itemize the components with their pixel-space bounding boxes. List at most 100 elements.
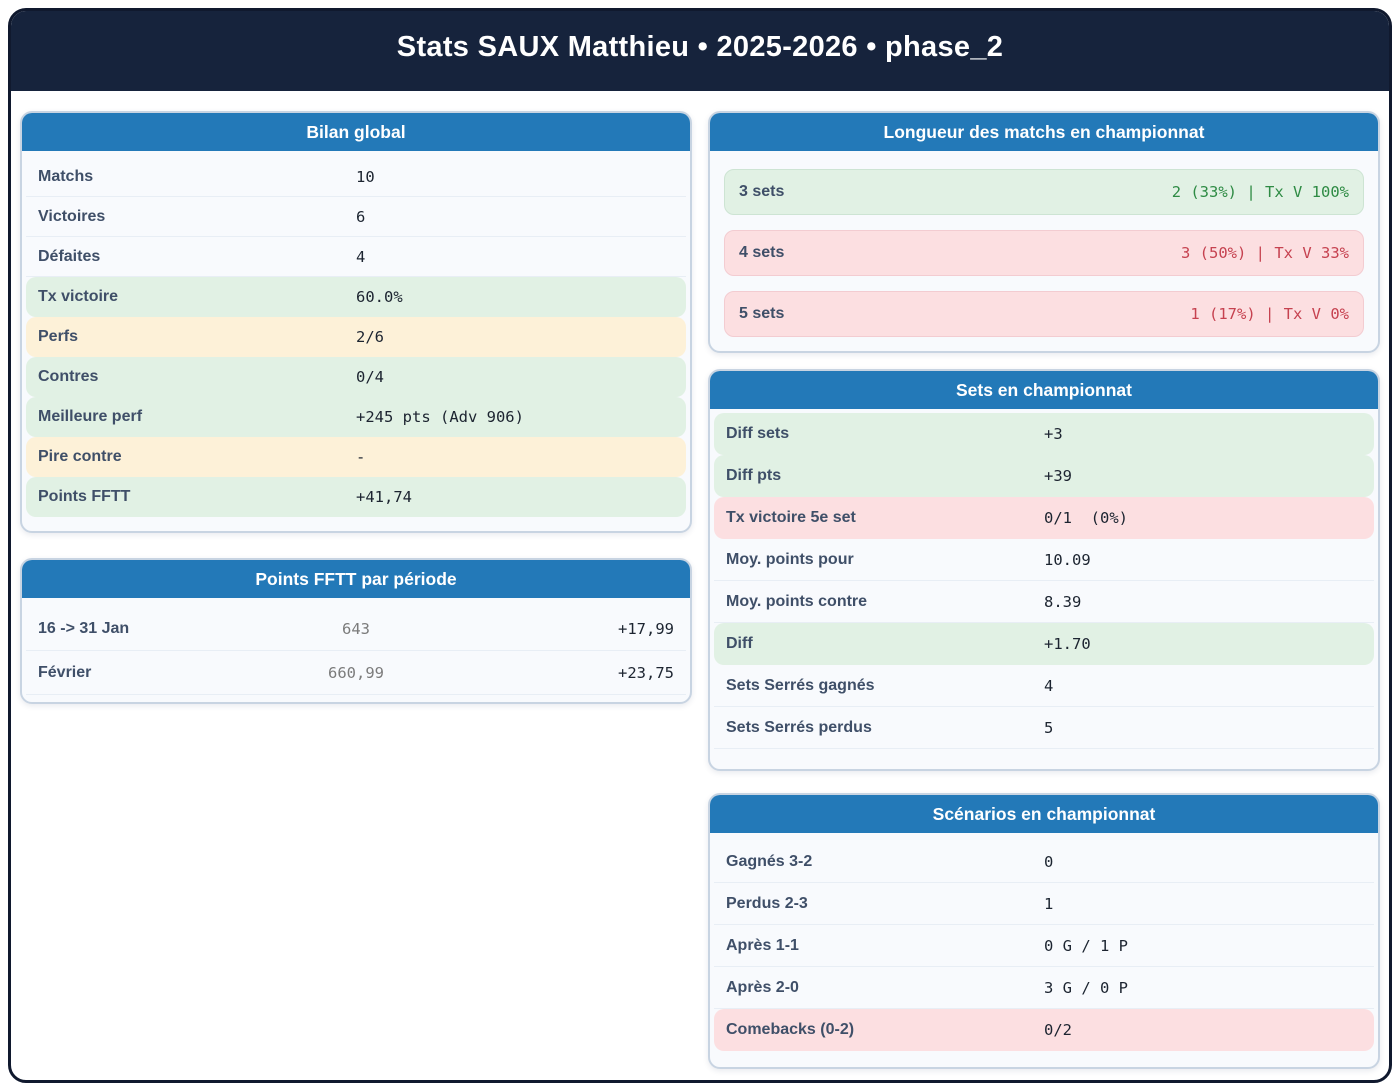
row-value: 10.09 — [1044, 550, 1091, 569]
pill-value: 3 (50%) | Tx V 33% — [1181, 244, 1349, 262]
row-label: Sets Serrés gagnés — [726, 676, 875, 694]
row-value: +41,74 — [356, 487, 412, 506]
table-row: Moy. points contre 8.39 — [714, 581, 1374, 623]
row-value: - — [356, 447, 366, 466]
row-label: Après 1-1 — [726, 936, 799, 954]
pill-label: 4 sets — [739, 244, 785, 261]
period-points: 660,99 — [328, 663, 384, 682]
match-length-row: 4 sets 3 (50%) | Tx V 33% — [724, 230, 1364, 276]
row-label: Perfs — [38, 327, 79, 345]
table-row: Tx victoire 60.0% — [26, 277, 686, 317]
match-length-row: 3 sets 2 (33%) | Tx V 100% — [724, 169, 1364, 215]
row-value: 0 G / 1 P — [1044, 936, 1128, 955]
row-value: 6 — [356, 207, 366, 226]
title-bar: Stats SAUX Matthieu • 2025-2026 • phase_… — [11, 11, 1389, 91]
table-row: Défaites 4 — [26, 237, 686, 277]
panel-scenarios-championnat-body: Gagnés 3-2 0 Perdus 2-3 1 Après 1-1 0 G … — [710, 833, 1378, 1067]
period-label: Février — [38, 663, 92, 681]
panel-longueur-matchs: Longueur des matchs en championnat 3 set… — [708, 111, 1380, 353]
row-label: Contres — [38, 367, 99, 385]
row-value: 5 — [1044, 718, 1054, 737]
table-row: Gagnés 3-2 0 — [714, 841, 1374, 883]
panel-points-fftt-periode-title: Points FFTT par période — [22, 560, 690, 598]
panel-points-fftt-periode: Points FFTT par période 16 -> 31 Jan 643… — [20, 558, 692, 704]
row-value: 0/4 — [356, 367, 384, 386]
table-row: Points FFTT +41,74 — [26, 477, 686, 517]
row-label: Moy. points contre — [726, 592, 868, 610]
table-row: Diff +1.70 — [714, 623, 1374, 665]
table-row: Sets Serrés perdus 5 — [714, 707, 1374, 749]
panel-sets-championnat: Sets en championnat Diff sets +3 Diff pt… — [708, 369, 1380, 771]
panel-longueur-matchs-title: Longueur des matchs en championnat — [710, 113, 1378, 151]
row-value: 2/6 — [356, 327, 384, 346]
row-label: Sets Serrés perdus — [726, 718, 872, 736]
row-label: Gagnés 3-2 — [726, 852, 813, 870]
row-label: Diff sets — [726, 424, 790, 442]
table-row: Comebacks (0-2) 0/2 — [714, 1009, 1374, 1051]
panel-longueur-matchs-body: 3 sets 2 (33%) | Tx V 100% 4 sets 3 (50%… — [710, 151, 1378, 351]
row-label: Tx victoire 5e set — [726, 508, 856, 526]
row-value: +3 — [1044, 424, 1063, 443]
row-label: Perdus 2-3 — [726, 894, 808, 912]
row-value: 1 — [1044, 894, 1054, 913]
row-value: 3 G / 0 P — [1044, 978, 1128, 997]
row-label: Après 2-0 — [726, 978, 799, 996]
table-row: Diff pts +39 — [714, 455, 1374, 497]
left-column: Bilan global Matchs 10 Victoires 6 Défai… — [20, 111, 692, 1069]
table-row: Victoires 6 — [26, 197, 686, 237]
panel-scenarios-championnat: Scénarios en championnat Gagnés 3-2 0 Pe… — [708, 793, 1380, 1069]
right-column: Longueur des matchs en championnat 3 set… — [708, 111, 1380, 1069]
period-points: 643 — [342, 619, 370, 638]
row-value: 4 — [356, 247, 366, 266]
row-value: +245 pts (Adv 906) — [356, 407, 524, 426]
pill-value: 2 (33%) | Tx V 100% — [1171, 183, 1349, 201]
row-value: 10 — [356, 167, 375, 186]
row-label: Points FFTT — [38, 487, 131, 505]
page-title: Stats SAUX Matthieu • 2025-2026 • phase_… — [396, 30, 1004, 63]
row-value: +39 — [1044, 466, 1072, 485]
content-area: Bilan global Matchs 10 Victoires 6 Défai… — [11, 91, 1389, 1069]
period-delta: +17,99 — [618, 619, 674, 638]
table-row: Diff sets +3 — [714, 413, 1374, 455]
table-row: Après 1-1 0 G / 1 P — [714, 925, 1374, 967]
row-label: Diff — [726, 634, 753, 652]
row-label: Comebacks (0-2) — [726, 1020, 855, 1038]
panel-sets-championnat-title: Sets en championnat — [710, 371, 1378, 409]
table-row: Perfs 2/6 — [26, 317, 686, 357]
row-label: Diff pts — [726, 466, 782, 484]
row-value: 0/1 (0%) — [1044, 508, 1128, 527]
row-label: Meilleure perf — [38, 407, 143, 425]
pill-label: 3 sets — [739, 183, 785, 200]
table-row: Matchs 10 — [26, 157, 686, 197]
panel-points-fftt-periode-body: 16 -> 31 Jan 643 +17,99 Février 660,99 +… — [22, 598, 690, 702]
row-label: Victoires — [38, 207, 106, 225]
row-label: Défaites — [38, 247, 101, 265]
pill-label: 5 sets — [739, 305, 785, 322]
row-label: Matchs — [38, 167, 94, 185]
period-row: 16 -> 31 Jan 643 +17,99 — [26, 607, 686, 651]
row-value: 4 — [1044, 676, 1054, 695]
row-label: Pire contre — [38, 447, 122, 465]
row-value: 8.39 — [1044, 592, 1082, 611]
table-row: Après 2-0 3 G / 0 P — [714, 967, 1374, 1009]
period-label: 16 -> 31 Jan — [38, 619, 130, 637]
row-label: Moy. points pour — [726, 550, 854, 568]
panel-sets-championnat-body: Diff sets +3 Diff pts +39 Tx victoire 5e… — [710, 409, 1378, 769]
panel-bilan-global: Bilan global Matchs 10 Victoires 6 Défai… — [20, 111, 692, 533]
table-row: Perdus 2-3 1 — [714, 883, 1374, 925]
table-row: Moy. points pour 10.09 — [714, 539, 1374, 581]
table-row: Sets Serrés gagnés 4 — [714, 665, 1374, 707]
table-row: Contres 0/4 — [26, 357, 686, 397]
table-row: Meilleure perf +245 pts (Adv 906) — [26, 397, 686, 437]
pill-value: 1 (17%) | Tx V 0% — [1190, 305, 1349, 323]
panel-bilan-global-body: Matchs 10 Victoires 6 Défaites 4 Tx vict… — [22, 151, 690, 531]
row-value: 0/2 — [1044, 1020, 1072, 1039]
row-value: +1.70 — [1044, 634, 1091, 653]
table-row: Pire contre - — [26, 437, 686, 477]
row-value: 60.0% — [356, 287, 403, 306]
row-label: Tx victoire — [38, 287, 119, 305]
stats-page: Stats SAUX Matthieu • 2025-2026 • phase_… — [8, 8, 1392, 1083]
period-row: Février 660,99 +23,75 — [26, 651, 686, 695]
table-row: Tx victoire 5e set 0/1 (0%) — [714, 497, 1374, 539]
row-value: 0 — [1044, 852, 1054, 871]
